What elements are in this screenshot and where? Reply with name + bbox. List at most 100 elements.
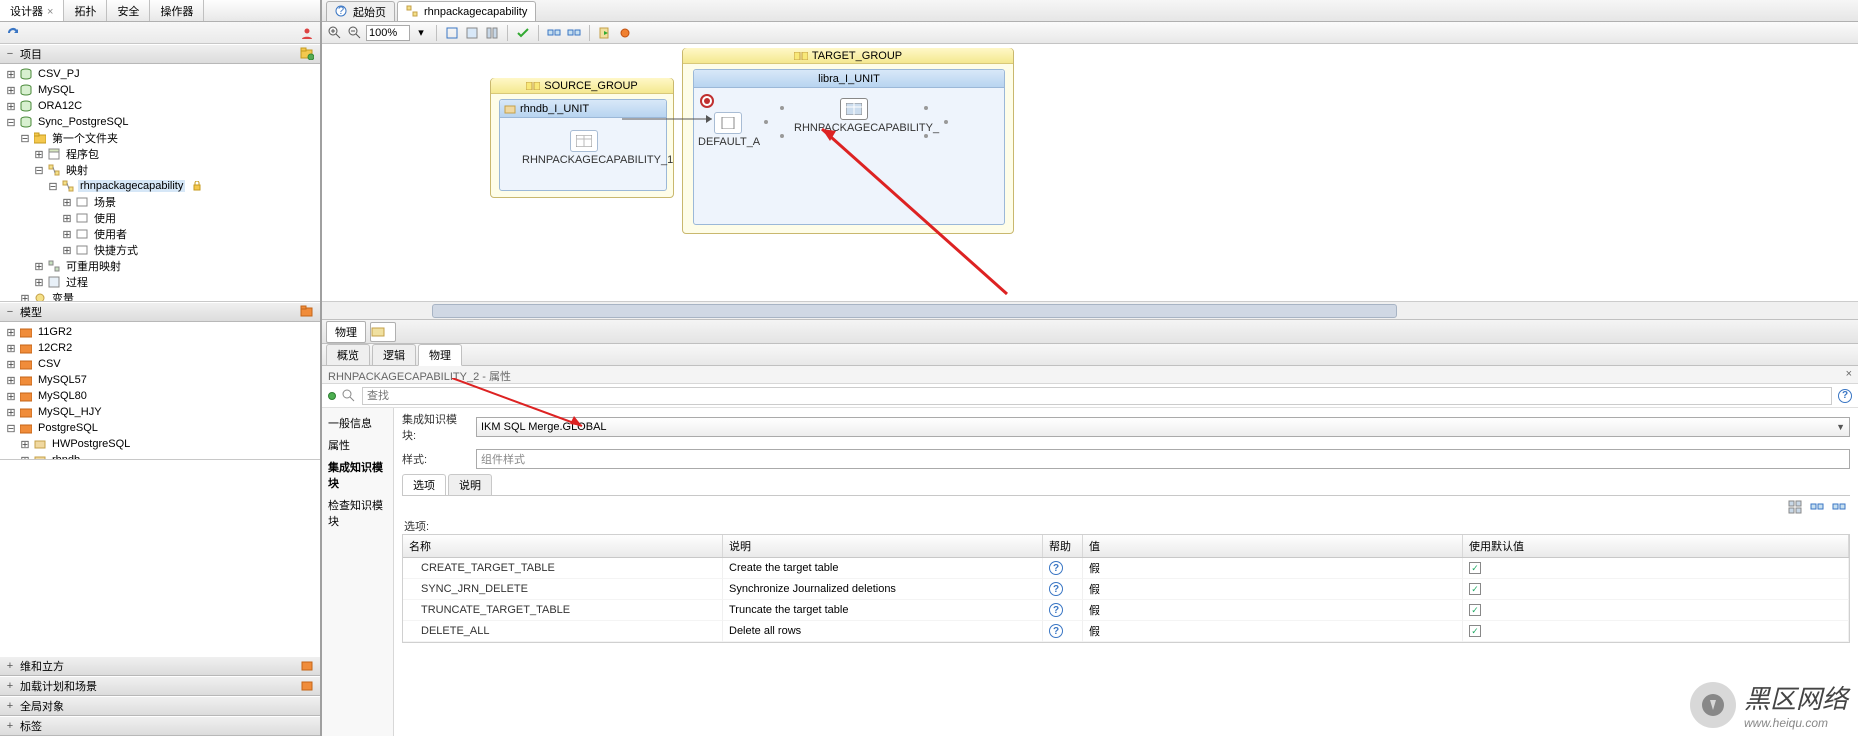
collapse-icon[interactable]: −	[4, 306, 16, 318]
new-model-icon[interactable]	[300, 304, 316, 320]
table-row[interactable]: TRUNCATE_TARGET_TABLETruncate the target…	[403, 600, 1849, 621]
section-tags-header[interactable]: +标签	[0, 716, 320, 736]
checkbox-icon[interactable]: ✓	[1469, 625, 1481, 637]
help-icon[interactable]: ?	[1049, 624, 1063, 638]
close-icon[interactable]: ×	[47, 6, 53, 18]
grid-view-icon[interactable]	[1786, 498, 1804, 516]
section-models-header[interactable]: −模型	[0, 302, 320, 322]
zoom-in-icon[interactable]	[326, 24, 344, 42]
tree-item-pkg[interactable]: 程序包	[64, 146, 101, 162]
subtab-physical[interactable]: 物理	[418, 344, 462, 366]
new-icon[interactable]	[300, 658, 316, 674]
tab-topology[interactable]: 拓扑	[64, 0, 107, 21]
help-icon[interactable]: ?	[1049, 582, 1063, 596]
search-icon[interactable]	[342, 389, 356, 403]
prop-nav-ckm[interactable]: 检查知识模块	[322, 494, 393, 532]
tree-item-reuse[interactable]: 可重用映射	[64, 258, 123, 274]
default-node[interactable]: DEFAULT_A	[698, 112, 758, 148]
tab-operator[interactable]: 操作器	[150, 0, 204, 21]
section-globals-header[interactable]: +全局对象	[0, 696, 320, 716]
checkbox-icon[interactable]: ✓	[1469, 583, 1481, 595]
help-icon[interactable]: ?	[1838, 389, 1852, 403]
opt-default[interactable]: ✓	[1463, 579, 1849, 600]
run-icon[interactable]	[596, 24, 614, 42]
tree-item-vars[interactable]: 变量	[50, 290, 76, 302]
collapse-icon[interactable]	[1830, 498, 1848, 516]
opt-value[interactable]: 假	[1083, 579, 1463, 600]
opt-value[interactable]: 假	[1083, 621, 1463, 642]
editor-tab-start[interactable]: ?起始页	[326, 1, 395, 21]
tree-item-ora12c[interactable]: ORA12C	[36, 100, 84, 112]
inner-tab-options[interactable]: 选项	[402, 474, 446, 495]
style-input[interactable]: 组件样式	[476, 449, 1850, 469]
checkbox-icon[interactable]: ✓	[1469, 604, 1481, 616]
tree-item-mysql-hjy[interactable]: MySQL_HJY	[36, 406, 104, 418]
prop-nav-general[interactable]: 一般信息	[322, 412, 393, 434]
opt-value[interactable]: 假	[1083, 558, 1463, 579]
view-icon-button[interactable]	[370, 322, 396, 342]
source-group[interactable]: SOURCE_GROUP rhndb_I_UNIT RHNPACKAGECAPA…	[490, 78, 674, 198]
tree-item-hwpg[interactable]: HWPostgreSQL	[50, 438, 132, 450]
tree-item-mysql80[interactable]: MySQL80	[36, 390, 89, 402]
link1-icon[interactable]	[545, 24, 563, 42]
tree-item-postgres[interactable]: PostgreSQL	[36, 422, 100, 434]
new-icon[interactable]	[300, 678, 316, 694]
editor-tab-rhn[interactable]: rhnpackagecapability	[397, 1, 536, 21]
canvas[interactable]: SOURCE_GROUP rhndb_I_UNIT RHNPACKAGECAPA…	[322, 44, 1858, 320]
grid-icon[interactable]	[463, 24, 481, 42]
collapse-icon[interactable]: −	[4, 48, 16, 60]
link2-icon[interactable]	[565, 24, 583, 42]
table-row[interactable]: DELETE_ALLDelete all rows?假✓	[403, 621, 1849, 642]
tab-designer[interactable]: 设计器×	[0, 0, 64, 21]
tree-item-csv[interactable]: CSV	[36, 358, 63, 370]
tab-security[interactable]: 安全	[107, 0, 150, 21]
refresh-icon[interactable]	[4, 24, 22, 42]
table-row[interactable]: SYNC_JRN_DELETESynchronize Journalized d…	[403, 579, 1849, 600]
tree-item-12cr2[interactable]: 12CR2	[36, 342, 74, 354]
layout-icon[interactable]	[483, 24, 501, 42]
tree-item-csv-pj[interactable]: CSV_PJ	[36, 68, 82, 80]
source-unit[interactable]: rhndb_I_UNIT RHNPACKAGECAPABILITY_1	[499, 99, 667, 191]
inner-tab-desc[interactable]: 说明	[448, 474, 492, 495]
tree-item-user[interactable]: 使用者	[92, 226, 129, 242]
validate-icon[interactable]	[514, 24, 532, 42]
tree-item-proc[interactable]: 过程	[64, 274, 90, 290]
help-icon[interactable]: ?	[1049, 561, 1063, 575]
tree-item-use[interactable]: 使用	[92, 210, 118, 226]
tree-item-scene[interactable]: 场景	[92, 194, 118, 210]
debug-icon[interactable]	[616, 24, 634, 42]
opt-help[interactable]: ?	[1043, 600, 1083, 621]
tree-item-rhn[interactable]: rhnpackagecapability	[78, 180, 185, 192]
tree-item-mysql57[interactable]: MySQL57	[36, 374, 89, 386]
tree-item-folder[interactable]: 第一个文件夹	[50, 130, 120, 146]
opt-help[interactable]: ?	[1043, 558, 1083, 579]
opt-default[interactable]: ✓	[1463, 621, 1849, 642]
checkbox-icon[interactable]: ✓	[1469, 562, 1481, 574]
table-row[interactable]: CREATE_TARGET_TABLECreate the target tab…	[403, 558, 1849, 579]
section-dims-header[interactable]: +维和立方	[0, 656, 320, 676]
zoom-out-icon[interactable]	[346, 24, 364, 42]
opt-help[interactable]: ?	[1043, 621, 1083, 642]
dropdown-icon[interactable]: ▾	[412, 24, 430, 42]
tree-item-mysql[interactable]: MySQL	[36, 84, 77, 96]
fit-icon[interactable]	[443, 24, 461, 42]
tree-item-shortcut[interactable]: 快捷方式	[92, 242, 140, 258]
help-icon[interactable]: ?	[1049, 603, 1063, 617]
subtab-overview[interactable]: 概览	[326, 344, 370, 365]
ikm-combo[interactable]: IKM SQL Merge.GLOBAL▼	[476, 417, 1850, 437]
new-project-icon[interactable]	[300, 46, 316, 62]
section-projects-header[interactable]: −项目	[0, 44, 320, 64]
source-node[interactable]: RHNPACKAGECAPABILITY_1	[522, 130, 646, 166]
tree-item-11gr2[interactable]: 11GR2	[36, 326, 74, 338]
opt-help[interactable]: ?	[1043, 579, 1083, 600]
tree-item-mapping[interactable]: 映射	[64, 162, 90, 178]
search-input[interactable]	[362, 387, 1832, 405]
canvas-hscrollbar[interactable]	[322, 301, 1858, 319]
target-group[interactable]: TARGET_GROUP libra_I_UNIT DEFAULT_A RHNP…	[682, 48, 1014, 234]
zoom-input[interactable]: 100%	[366, 25, 410, 41]
expand-icon[interactable]	[1808, 498, 1826, 516]
target-unit[interactable]: libra_I_UNIT DEFAULT_A RHNPACKAGECAPABIL…	[693, 69, 1005, 225]
model-tree[interactable]: ⊞11GR2 ⊞12CR2 ⊞CSV ⊞MySQL57 ⊞MySQL80 ⊞My…	[0, 322, 320, 460]
tree-item-sync-pg[interactable]: Sync_PostgreSQL	[36, 116, 131, 128]
prop-nav[interactable]: 一般信息 属性 集成知识模块 检查知识模块	[322, 408, 394, 736]
